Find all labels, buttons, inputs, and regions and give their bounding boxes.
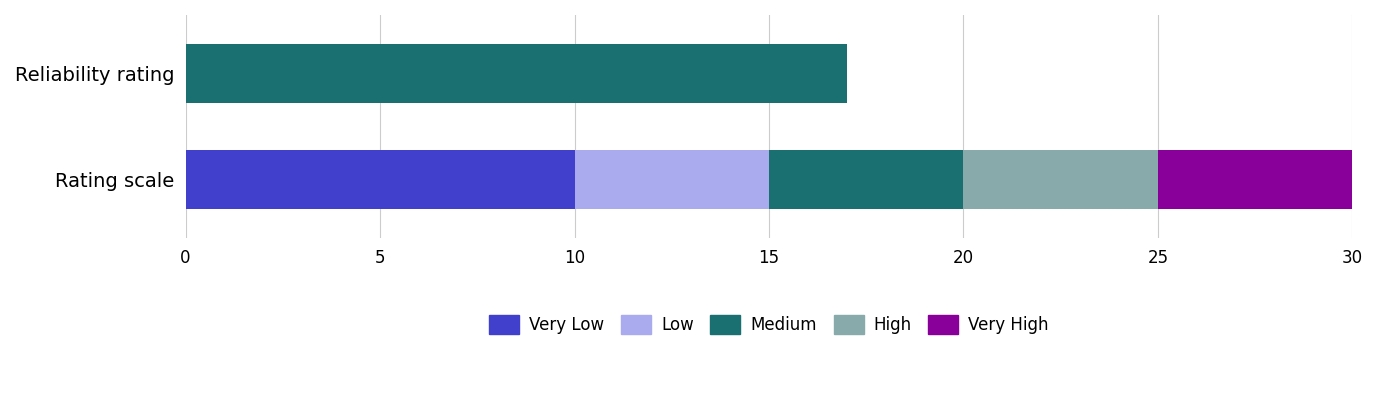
Bar xyxy=(186,44,847,102)
Bar xyxy=(186,150,575,209)
Bar xyxy=(1158,150,1352,209)
Bar xyxy=(963,150,1158,209)
Bar xyxy=(575,150,769,209)
Bar xyxy=(769,150,963,209)
Legend: Very Low, Low, Medium, High, Very High: Very Low, Low, Medium, High, Very High xyxy=(482,308,1056,341)
